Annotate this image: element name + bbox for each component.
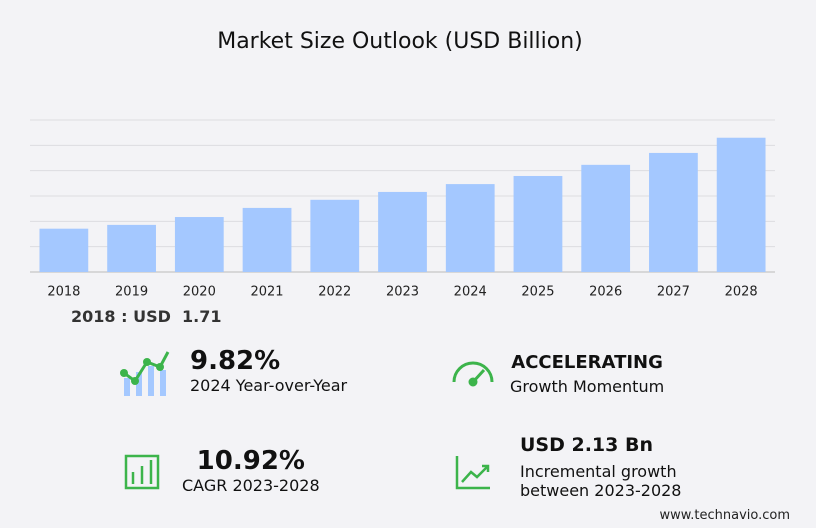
bar [581,164,631,272]
kpi: 9.82% 2024 Year-over-Year [190,346,347,395]
x-tick-label: 2021 [250,285,283,300]
x-tick-label: 2027 [657,285,690,300]
kpi-label: CAGR 2023-2028 [182,476,320,495]
kpi-label: Incremental growth [520,462,677,481]
x-tick-label: 2028 [725,285,758,300]
kpi-value: USD 2.13 Bn [520,434,653,456]
incremental-icon [455,456,490,490]
x-tick-label: 2024 [454,285,487,300]
footer: www.technavio.com [659,508,790,523]
base-number: 1.71 [182,307,222,326]
kpi: 10.92% CAGR 2023-2028 [182,446,320,495]
kpi-value: 9.82% [190,346,281,376]
cagr-icon [124,454,160,490]
bar [513,175,563,272]
bar [445,184,495,272]
bar [107,224,156,272]
kpi: ACCELERATING Growth Momentum [510,352,664,396]
bar [242,207,292,272]
bar [39,228,89,272]
bar [378,191,427,272]
base-label: 2018 : USD [71,307,171,326]
kpi-value: ACCELERATING [511,352,663,373]
x-tick-label: 2020 [183,285,216,300]
x-tick-label: 2026 [589,285,622,300]
chart: Market Size Outlook (USD Billion) 2018 20… [30,29,775,300]
bar [716,137,766,272]
x-tick-label: 2023 [386,285,419,300]
kpi-label: Growth Momentum [510,377,665,396]
kpi-value: 10.92% [196,446,305,476]
x-tick-label: 2022 [318,285,351,300]
gauge-icon [452,361,494,387]
x-tick-label: 2025 [521,285,554,300]
bar [649,152,698,272]
x-tick-label: 2018 [47,285,80,300]
bar [310,199,360,272]
base-value: 2018 : USD 1.71 [71,307,222,326]
bar [174,217,224,272]
kpi-label: 2024 Year-over-Year [190,376,348,395]
kpi-label: between 2023-2028 [520,481,682,500]
yoy-icon [120,351,170,396]
x-tick-label: 2019 [115,285,148,300]
chart-title: Market Size Outlook (USD Billion) [217,29,583,54]
kpi: USD 2.13 Bn Incremental growth between 202… [520,434,681,500]
